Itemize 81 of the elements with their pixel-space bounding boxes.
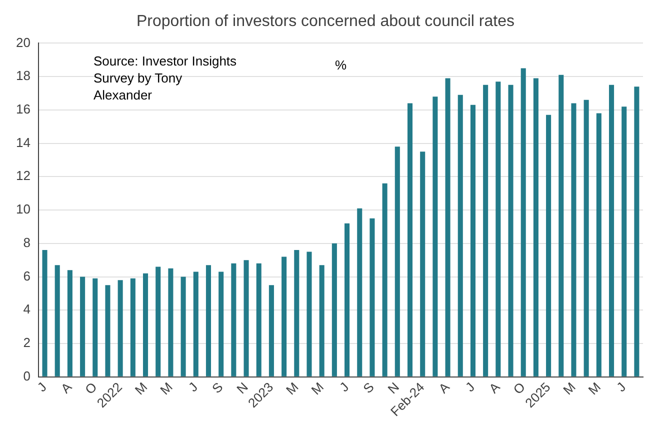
bar <box>118 280 123 376</box>
bar <box>180 276 186 376</box>
x-tick-label: M <box>585 379 604 398</box>
bar <box>193 272 198 376</box>
x-tick-label: A <box>436 379 453 396</box>
x-tick-label: J <box>336 379 352 395</box>
x-tick-label: A <box>486 379 504 396</box>
bar <box>571 103 576 376</box>
bar <box>458 94 463 376</box>
bar <box>206 265 212 376</box>
y-tick-label: 20 <box>16 34 30 50</box>
bar <box>92 278 98 376</box>
bar <box>282 256 287 376</box>
bar <box>584 100 589 376</box>
x-tick-label: O <box>510 379 528 398</box>
bar <box>231 263 236 376</box>
y-axis-title: % <box>334 57 347 72</box>
bar <box>596 113 602 376</box>
y-tick-label: 14 <box>16 134 30 150</box>
y-tick-label: 8 <box>23 234 30 250</box>
y-tick-label: 16 <box>16 102 30 117</box>
bar <box>546 114 552 376</box>
chart-title: Proportion of investors concerned about council rates <box>136 13 514 30</box>
bar <box>268 285 274 376</box>
bar <box>470 104 476 376</box>
bar <box>256 263 262 376</box>
bar <box>420 152 426 376</box>
bar <box>80 276 86 376</box>
bar <box>218 272 224 376</box>
x-tick-label: O <box>82 379 100 398</box>
bar <box>382 183 388 376</box>
bar <box>156 266 161 376</box>
bar <box>294 250 300 376</box>
x-tick-label: S <box>360 379 378 396</box>
bar <box>445 78 450 376</box>
bar <box>407 103 413 376</box>
bar <box>496 82 501 376</box>
bar <box>357 208 362 376</box>
y-tick-label: 12 <box>16 168 30 184</box>
x-tick-label: J <box>462 379 478 395</box>
x-tick-label: M <box>157 379 176 398</box>
y-tick-label: 4 <box>23 302 30 317</box>
x-tick-label: M <box>132 379 150 398</box>
bar <box>244 260 249 376</box>
bar <box>168 268 174 376</box>
bar <box>142 273 148 376</box>
x-tick-label: M <box>560 379 578 398</box>
x-tick-label: S <box>208 379 226 396</box>
bar <box>344 223 350 376</box>
y-tick-label: 2 <box>23 335 30 350</box>
bar <box>130 278 136 376</box>
bar <box>608 84 614 376</box>
y-tick-label: 0 <box>23 368 30 384</box>
bar <box>394 146 400 376</box>
x-tick-label: J <box>34 379 50 395</box>
bar <box>105 285 110 376</box>
y-tick-label: 18 <box>16 68 30 84</box>
bar <box>533 78 538 376</box>
bar <box>432 96 438 376</box>
bar <box>483 84 488 376</box>
bar <box>370 218 375 376</box>
x-tick-label: J <box>185 379 201 395</box>
x-tick-label: N <box>234 379 251 397</box>
bar <box>520 68 526 376</box>
bar <box>634 86 640 376</box>
x-tick-label: J <box>614 379 629 395</box>
bar <box>622 106 627 376</box>
bar <box>67 270 72 376</box>
x-tick-label: A <box>58 379 75 396</box>
bar <box>558 74 564 376</box>
bar <box>42 250 48 376</box>
bar <box>508 84 514 376</box>
annotation: Source: Investor Insights Survey by Tony Alexander <box>93 53 238 102</box>
x-tick-label: M <box>308 379 326 398</box>
bar <box>332 243 337 376</box>
bar <box>54 265 60 376</box>
bar <box>306 252 312 376</box>
y-tick-label: 10 <box>16 202 30 217</box>
y-tick-label: 6 <box>23 268 30 284</box>
x-tick-label: M <box>283 379 302 398</box>
bar <box>319 265 324 376</box>
